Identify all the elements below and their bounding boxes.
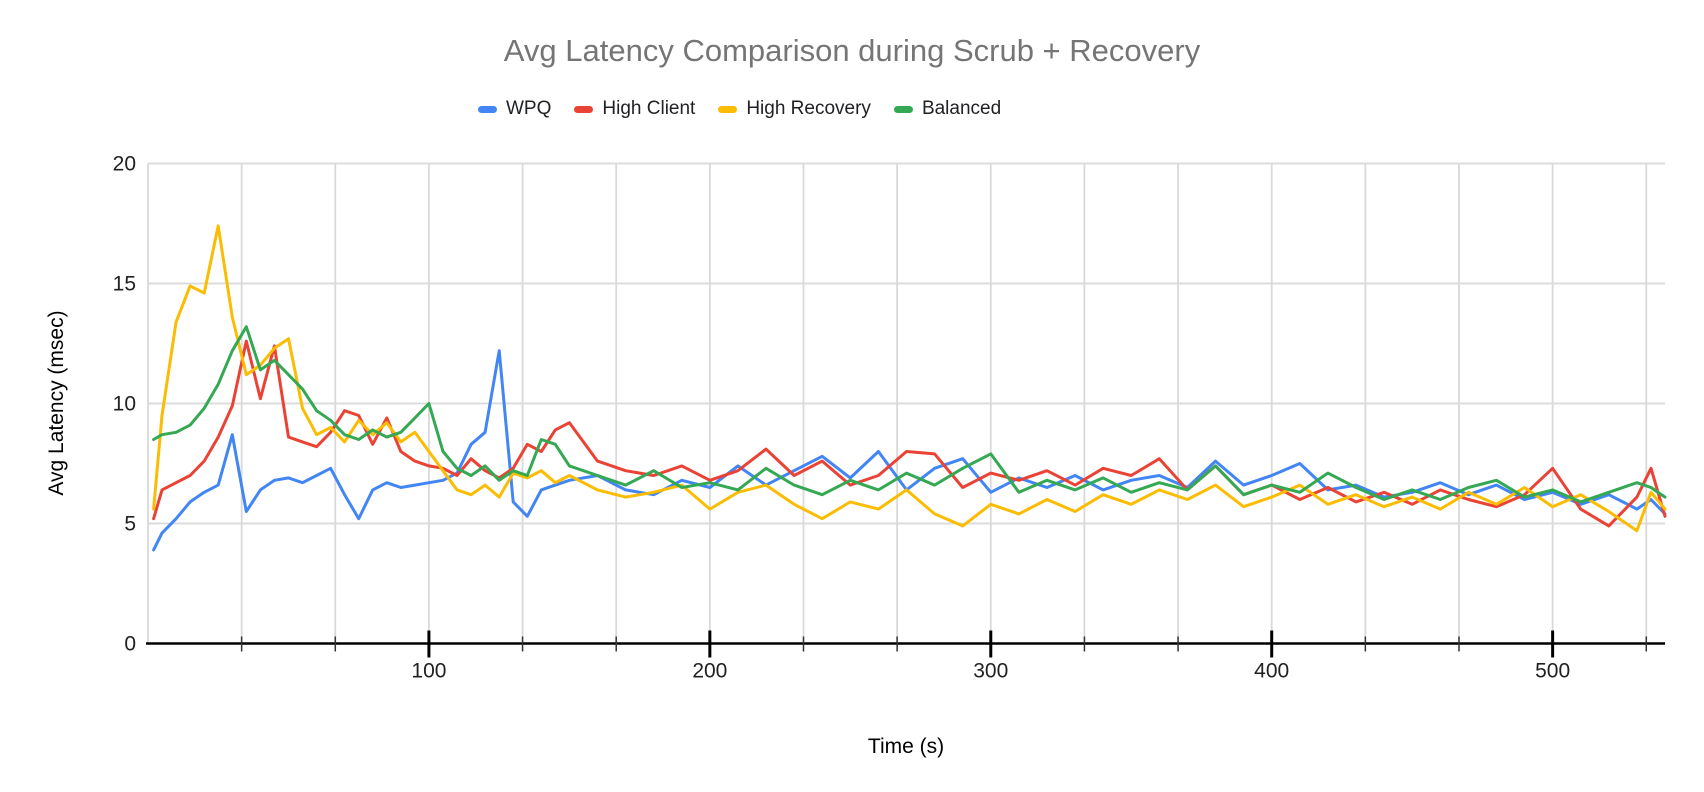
- svg-text:15: 15: [113, 273, 136, 296]
- high-client-swatch-icon: [574, 105, 594, 113]
- svg-text:200: 200: [692, 660, 727, 683]
- legend: WPQ High Client High Recovery Balanced: [478, 98, 1001, 120]
- svg-text:0: 0: [124, 633, 136, 656]
- legend-label-high-client: High Client: [602, 98, 696, 119]
- high-recovery-swatch-icon: [718, 105, 738, 113]
- svg-text:10: 10: [113, 393, 136, 416]
- wpq-swatch-icon: [478, 105, 497, 113]
- series-line-wpq: [152, 349, 1667, 552]
- svg-text:300: 300: [973, 660, 1008, 683]
- x-tick-labels: 100 200 300 400 500: [411, 660, 1570, 683]
- svg-text:500: 500: [1535, 660, 1570, 683]
- series-line-balanced: [152, 325, 1667, 504]
- legend-item-wpq: WPQ: [478, 98, 551, 120]
- legend-item-high-recovery: High Recovery: [718, 98, 871, 120]
- svg-text:100: 100: [411, 660, 446, 683]
- series-line-high-recovery: [152, 224, 1667, 533]
- y-tick-labels: 0 5 10 15 20: [113, 153, 136, 656]
- svg-text:20: 20: [113, 153, 136, 176]
- legend-item-high-client: High Client: [574, 98, 695, 120]
- balanced-swatch-icon: [893, 105, 913, 113]
- svg-text:5: 5: [124, 513, 136, 536]
- legend-label-wpq: WPQ: [506, 98, 552, 119]
- legend-label-high-recovery: High Recovery: [746, 98, 871, 119]
- chart-title: Avg Latency Comparison during Scrub + Re…: [503, 33, 1201, 68]
- legend-item-balanced: Balanced: [893, 98, 1002, 120]
- legend-label-balanced: Balanced: [921, 98, 1002, 119]
- h-gridlines: [148, 162, 1665, 525]
- svg-text:400: 400: [1254, 660, 1289, 683]
- axis-ticks: [240, 630, 1648, 658]
- x-axis-title: Time (s): [867, 735, 945, 758]
